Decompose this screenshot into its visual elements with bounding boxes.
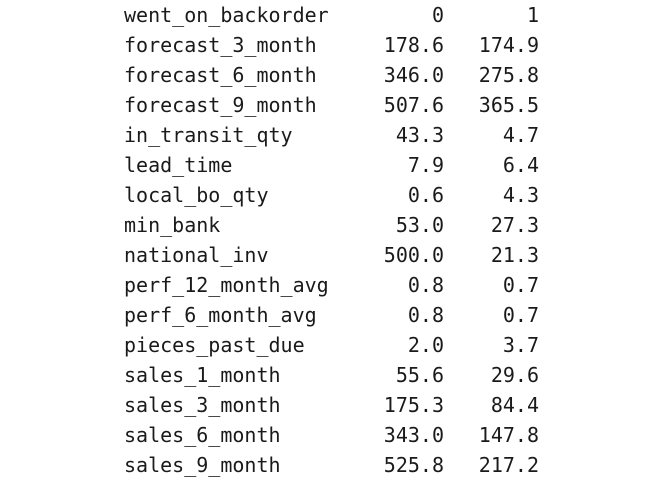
index-name: went_on_backorder (124, 3, 329, 27)
row-label: forecast_3_month (124, 33, 317, 57)
table-row: in_transit_qty 43.3 4.7 (124, 120, 539, 150)
column-header-0: 0 (431, 3, 444, 27)
cell-col-1: 217.2 (478, 453, 539, 477)
cell-col-1: 21.3 (490, 243, 539, 267)
row-label: sales_1_month (124, 363, 281, 387)
row-label: pieces_past_due (124, 333, 305, 357)
cell-col-1: 147.8 (478, 423, 539, 447)
cell-col-0: 346.0 (383, 63, 444, 87)
cell-col-0: 53.0 (395, 213, 444, 237)
cell-col-1: 0.7 (502, 273, 539, 297)
row-label: in_transit_qty (124, 123, 293, 147)
cell-col-1: 365.5 (478, 93, 539, 117)
table-row: local_bo_qty 0.6 4.3 (124, 180, 539, 210)
cell-col-1: 0.7 (502, 303, 539, 327)
cell-col-0: 2.0 (407, 333, 444, 357)
table-row: sales_6_month 343.0 147.8 (124, 420, 539, 450)
cell-col-0: 343.0 (383, 423, 444, 447)
cell-col-1: 4.7 (502, 123, 539, 147)
table-row: sales_1_month 55.6 29.6 (124, 360, 539, 390)
row-label: perf_6_month_avg (124, 303, 317, 327)
cell-col-0: 43.3 (395, 123, 444, 147)
cell-col-0: 175.3 (383, 393, 444, 417)
row-label: national_inv (124, 243, 269, 267)
cell-col-0: 178.6 (383, 33, 444, 57)
table-row: perf_6_month_avg 0.8 0.7 (124, 300, 539, 330)
cell-col-1: 6.4 (502, 153, 539, 177)
table-row: forecast_9_month 507.6 365.5 (124, 90, 539, 120)
table-row: sales_9_month 525.8 217.2 (124, 450, 539, 480)
row-label: min_bank (124, 213, 221, 237)
cell-col-0: 525.8 (383, 453, 444, 477)
row-label: lead_time (124, 153, 233, 177)
table-row: lead_time 7.9 6.4 (124, 150, 539, 180)
cell-col-0: 0.8 (407, 273, 444, 297)
table-row: min_bank 53.0 27.3 (124, 210, 539, 240)
table-row: perf_12_month_avg 0.8 0.7 (124, 270, 539, 300)
row-label: forecast_9_month (124, 93, 317, 117)
table-row: national_inv 500.0 21.3 (124, 240, 539, 270)
row-label: sales_6_month (124, 423, 281, 447)
cell-col-1: 3.7 (502, 333, 539, 357)
cell-col-0: 0.8 (407, 303, 444, 327)
table-row: sales_3_month 175.3 84.4 (124, 390, 539, 420)
cell-col-0: 500.0 (383, 243, 444, 267)
row-label: sales_9_month (124, 453, 281, 477)
cell-col-0: 507.6 (383, 93, 444, 117)
cell-col-1: 84.4 (490, 393, 539, 417)
table-row: pieces_past_due 2.0 3.7 (124, 330, 539, 360)
row-label: local_bo_qty (124, 183, 269, 207)
cell-col-1: 275.8 (478, 63, 539, 87)
cell-col-0: 7.9 (407, 153, 444, 177)
column-header-1: 1 (526, 3, 539, 27)
dataframe-output: went_on_backorder 0 1 forecast_3_month 17… (124, 0, 539, 480)
row-label: perf_12_month_avg (124, 273, 329, 297)
table-row: forecast_6_month 346.0 275.8 (124, 60, 539, 90)
table-row: forecast_3_month 178.6 174.9 (124, 30, 539, 60)
cell-col-1: 27.3 (490, 213, 539, 237)
cell-col-0: 55.6 (395, 363, 444, 387)
table-body: forecast_3_month 178.6 174.9 forecast_6_mon… (124, 30, 539, 480)
row-label: forecast_6_month (124, 63, 317, 87)
cell-col-0: 0.6 (407, 183, 444, 207)
row-label: sales_3_month (124, 393, 281, 417)
cell-col-1: 29.6 (490, 363, 539, 387)
header-row: went_on_backorder 0 1 (124, 0, 539, 30)
cell-col-1: 4.3 (502, 183, 539, 207)
cell-col-1: 174.9 (478, 33, 539, 57)
